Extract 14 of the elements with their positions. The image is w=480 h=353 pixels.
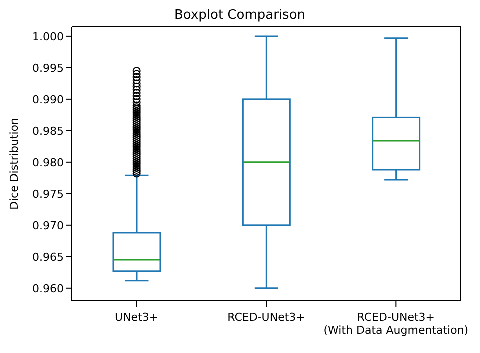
y-tick-label: 0.960: [32, 282, 64, 296]
y-tick-label: 0.990: [32, 93, 64, 106]
y-tick-label: 1.000: [32, 30, 64, 44]
x-tick-label: RCED-UNet3+ (With Data Augmentation): [324, 311, 469, 337]
chart-title: Boxplot Comparison: [173, 8, 307, 24]
y-tick-label: 0.995: [32, 62, 64, 75]
x-tick-label: UNet3+: [115, 311, 159, 324]
y-tick-label: 0.975: [32, 188, 64, 201]
y-tick-label: 0.965: [32, 250, 64, 264]
y-axis-title: Dice Distribution: [8, 118, 21, 210]
x-tick-label: RCED-UNet3+: [228, 311, 306, 324]
y-tick-label: 0.980: [32, 156, 64, 170]
y-tick-label: 0.970: [32, 219, 64, 232]
y-tick-label: 0.985: [32, 124, 64, 138]
